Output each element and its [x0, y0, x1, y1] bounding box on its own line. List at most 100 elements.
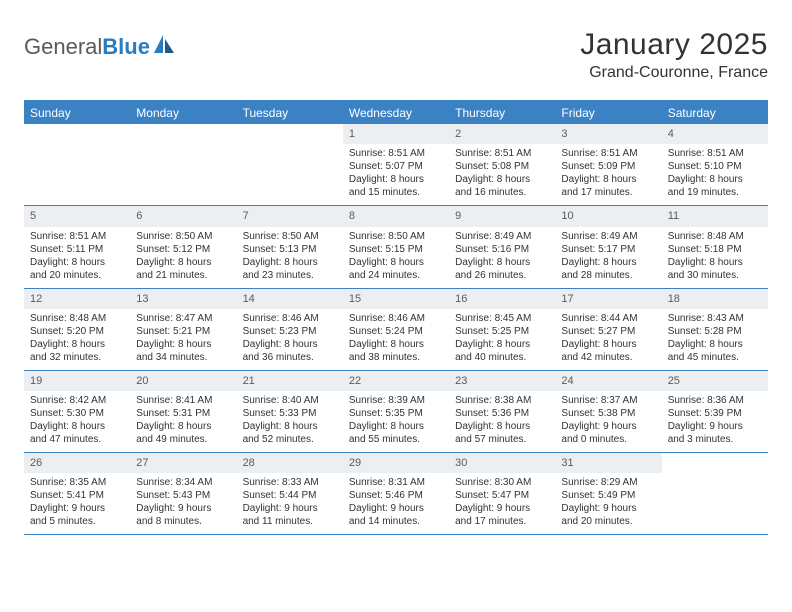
day-detail-line: Sunrise: 8:43 AM: [668, 312, 762, 325]
day-number: 1: [343, 124, 449, 144]
day-detail-line: and 17 minutes.: [455, 515, 549, 528]
day-cell: 25 Sunrise: 8:36 AMSunset: 5:39 PMDayligh…: [662, 371, 768, 452]
day-number: 23: [449, 371, 555, 391]
day-detail-line: Daylight: 9 hours: [668, 420, 762, 433]
day-cell: 27Sunrise: 8:34 AMSunset: 5:43 PMDayligh…: [130, 453, 236, 534]
day-number: 30: [449, 453, 555, 473]
day-details: Sunrise: 8:51 AMSunset: 5:11 PMDaylight:…: [24, 230, 130, 282]
day-detail-line: and 42 minutes.: [561, 351, 655, 364]
day-details: Sunrise: 8:35 AMSunset: 5:41 PMDaylight:…: [24, 476, 130, 528]
day-details: Sunrise: 8:37 AMSunset: 5:38 PMDaylight:…: [555, 394, 661, 446]
day-details: Sunrise: 8:48 AMSunset: 5:20 PMDaylight:…: [24, 312, 130, 364]
day-header: Tuesday: [237, 102, 343, 124]
day-details: Sunrise: 8:39 AMSunset: 5:35 PMDaylight:…: [343, 394, 449, 446]
day-number: 22: [343, 371, 449, 391]
day-detail-line: Sunset: 5:41 PM: [30, 489, 124, 502]
day-detail-line: and 5 minutes.: [30, 515, 124, 528]
day-detail-line: Daylight: 8 hours: [455, 256, 549, 269]
day-detail-line: Sunrise: 8:42 AM: [30, 394, 124, 407]
day-detail-line: Sunset: 5:35 PM: [349, 407, 443, 420]
day-cell: 24Sunrise: 8:37 AMSunset: 5:38 PMDayligh…: [555, 371, 661, 452]
day-cell: 4Sunrise: 8:51 AMSunset: 5:10 PMDaylight…: [662, 124, 768, 205]
day-detail-line: Sunrise: 8:30 AM: [455, 476, 549, 489]
day-details: Sunrise: 8:51 AMSunset: 5:08 PMDaylight:…: [449, 147, 555, 199]
day-detail-line: Sunset: 5:31 PM: [136, 407, 230, 420]
day-detail-line: and 3 minutes.: [668, 433, 762, 446]
day-detail-line: Sunset: 5:10 PM: [668, 160, 762, 173]
day-number: 5: [24, 206, 130, 226]
day-header: Sunday: [24, 102, 130, 124]
day-number: 17: [555, 289, 661, 309]
day-detail-line: Sunset: 5:44 PM: [243, 489, 337, 502]
day-header: Monday: [130, 102, 236, 124]
day-cell: 2 Sunrise: 8:51 AMSunset: 5:08 PMDaylight…: [449, 124, 555, 205]
day-detail-line: and 47 minutes.: [30, 433, 124, 446]
day-number: 13: [130, 289, 236, 309]
day-cell: 3Sunrise: 8:51 AMSunset: 5:09 PMDaylight…: [555, 124, 661, 205]
day-detail-line: and 30 minutes.: [668, 269, 762, 282]
day-detail-line: Daylight: 8 hours: [349, 256, 443, 269]
day-detail-line: and 20 minutes.: [30, 269, 124, 282]
day-detail-line: Daylight: 8 hours: [561, 256, 655, 269]
week-row: 12Sunrise: 8:48 AMSunset: 5:20 PMDayligh…: [24, 289, 768, 371]
day-detail-line: Sunrise: 8:51 AM: [668, 147, 762, 160]
day-detail-line: Daylight: 8 hours: [243, 338, 337, 351]
day-number: 31: [555, 453, 661, 473]
day-detail-line: Daylight: 8 hours: [243, 256, 337, 269]
day-cell: 29Sunrise: 8:31 AMSunset: 5:46 PMDayligh…: [343, 453, 449, 534]
day-detail-line: Sunset: 5:38 PM: [561, 407, 655, 420]
day-cell: 19Sunrise: 8:42 AMSunset: 5:30 PMDayligh…: [24, 371, 130, 452]
day-detail-line: Sunrise: 8:39 AM: [349, 394, 443, 407]
day-header: Saturday: [662, 102, 768, 124]
day-detail-line: Sunrise: 8:34 AM: [136, 476, 230, 489]
day-details: Sunrise: 8:51 AMSunset: 5:07 PMDaylight:…: [343, 147, 449, 199]
day-detail-line: and 21 minutes.: [136, 269, 230, 282]
day-header: Thursday: [449, 102, 555, 124]
day-header: Wednesday: [343, 102, 449, 124]
week-row: 19Sunrise: 8:42 AMSunset: 5:30 PMDayligh…: [24, 371, 768, 453]
day-detail-line: Sunset: 5:11 PM: [30, 243, 124, 256]
day-detail-line: Sunset: 5:27 PM: [561, 325, 655, 338]
day-detail-line: Daylight: 9 hours: [243, 502, 337, 515]
day-detail-line: Sunset: 5:23 PM: [243, 325, 337, 338]
day-detail-line: Sunrise: 8:48 AM: [668, 230, 762, 243]
day-detail-line: Daylight: 8 hours: [136, 338, 230, 351]
day-detail-line: Daylight: 8 hours: [668, 173, 762, 186]
day-detail-line: and 28 minutes.: [561, 269, 655, 282]
day-detail-line: Daylight: 9 hours: [455, 502, 549, 515]
day-detail-line: and 57 minutes.: [455, 433, 549, 446]
day-details: Sunrise: 8:36 AMSunset: 5:39 PMDaylight:…: [662, 394, 768, 446]
day-cell: [662, 453, 768, 534]
day-number: 10: [555, 206, 661, 226]
day-number: 14: [237, 289, 343, 309]
day-detail-line: Sunrise: 8:41 AM: [136, 394, 230, 407]
day-detail-line: Daylight: 9 hours: [30, 502, 124, 515]
day-detail-line: Sunset: 5:30 PM: [30, 407, 124, 420]
brand-name-part2: Blue: [102, 34, 150, 59]
day-detail-line: Daylight: 8 hours: [136, 420, 230, 433]
day-cell: 12Sunrise: 8:48 AMSunset: 5:20 PMDayligh…: [24, 289, 130, 370]
day-detail-line: and 0 minutes.: [561, 433, 655, 446]
day-number: 6: [130, 206, 236, 226]
day-details: Sunrise: 8:50 AMSunset: 5:13 PMDaylight:…: [237, 230, 343, 282]
day-detail-line: and 49 minutes.: [136, 433, 230, 446]
day-detail-line: and 38 minutes.: [349, 351, 443, 364]
day-detail-line: and 36 minutes.: [243, 351, 337, 364]
day-detail-line: Sunrise: 8:45 AM: [455, 312, 549, 325]
day-detail-line: Sunrise: 8:49 AM: [455, 230, 549, 243]
brand-name-part1: General: [24, 34, 102, 59]
day-detail-line: and 19 minutes.: [668, 186, 762, 199]
day-cell: 16Sunrise: 8:45 AMSunset: 5:25 PMDayligh…: [449, 289, 555, 370]
page-header: GeneralBlue January 2025 Grand-Couronne,…: [24, 28, 768, 82]
day-detail-line: and 34 minutes.: [136, 351, 230, 364]
day-detail-line: Daylight: 8 hours: [561, 173, 655, 186]
day-number: 2: [449, 124, 555, 144]
day-detail-line: Daylight: 8 hours: [455, 173, 549, 186]
day-cell: 23Sunrise: 8:38 AMSunset: 5:36 PMDayligh…: [449, 371, 555, 452]
day-number: 28: [237, 453, 343, 473]
day-detail-line: and 45 minutes.: [668, 351, 762, 364]
day-number: 25: [662, 371, 768, 391]
day-details: Sunrise: 8:44 AMSunset: 5:27 PMDaylight:…: [555, 312, 661, 364]
day-cell: 30Sunrise: 8:30 AMSunset: 5:47 PMDayligh…: [449, 453, 555, 534]
brand-name: GeneralBlue: [24, 34, 150, 60]
